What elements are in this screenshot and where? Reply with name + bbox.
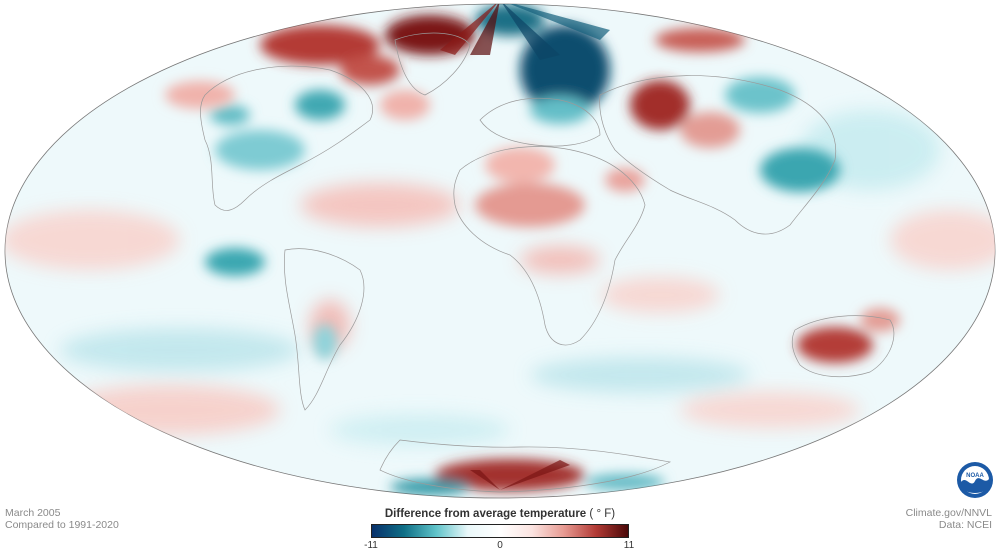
greenland-outline [394,32,471,96]
color-legend: Difference from average temperature ( ° … [362,508,638,554]
data-source: Data: NCEI [938,519,992,531]
north-america-outline [200,65,373,211]
legend-min-label: -11 [364,540,378,551]
continent-outlines [200,32,895,493]
site-credit: Climate.gov/NNVL [905,507,992,519]
map-caption: March 2005 Compared to 1991-2020 [5,507,119,531]
legend-title: Difference from average temperature [384,508,587,520]
legend-title-row: Difference from average temperature ( ° … [362,508,638,520]
anomaly-field [5,4,995,495]
baseline-period: Compared to 1991-2020 [5,519,119,531]
world-temperature-anomaly-map [4,3,996,499]
noaa-logo-icon: NOAA [957,462,993,498]
legend-max-label: 11 [623,540,635,551]
south-america-outline [284,248,365,411]
map-date: March 2005 [5,507,61,519]
credits: Climate.gov/NNVL Data: NCEI [906,507,992,531]
noaa-logo-text: NOAA [966,473,984,479]
antarctica-outline [379,439,672,493]
asia-outline [599,75,837,235]
legend-color-bar [371,524,629,538]
australia-outline [791,315,895,378]
legend-unit: ( ° F) [589,508,616,520]
africa-outline [453,146,646,346]
legend-mid-label: 0 [497,540,503,551]
europe-outline [479,97,601,147]
